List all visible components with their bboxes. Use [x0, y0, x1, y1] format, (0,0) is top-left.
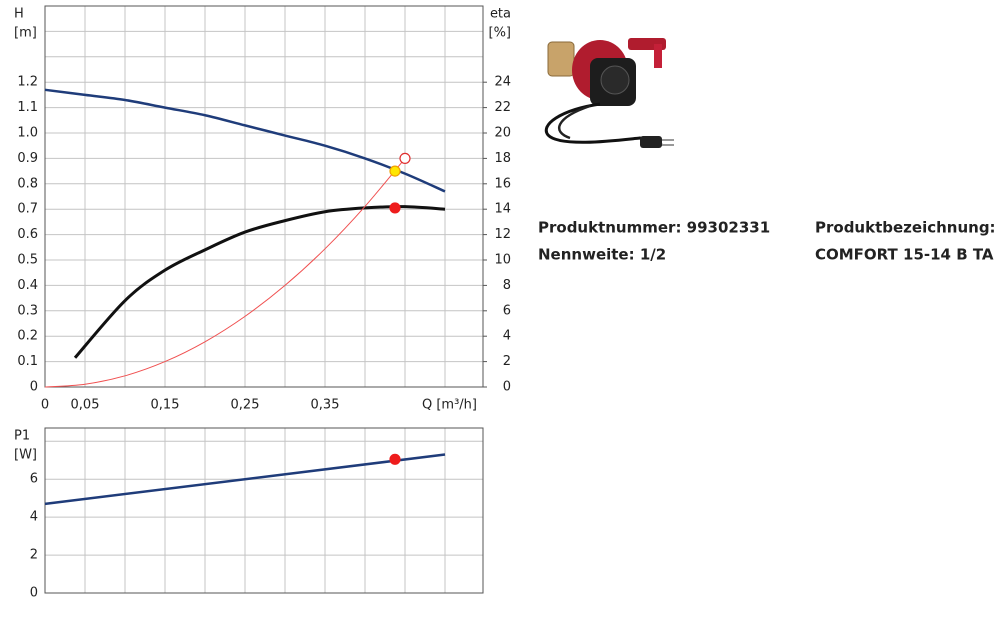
y-tick-label: 0.8	[17, 176, 38, 191]
y-tick-label: 0.7	[17, 202, 38, 217]
y-axis-unit: [m]	[14, 26, 37, 41]
y-tick-label: 1.1	[17, 100, 38, 115]
pump-image	[544, 38, 674, 148]
plot-border	[44, 427, 484, 594]
y2-tick-label: 6	[503, 303, 511, 318]
y-axis-unit: [W]	[14, 448, 37, 463]
y-tick-label: 0.6	[17, 227, 38, 242]
plot-frame	[44, 427, 484, 594]
y2-tick-label: 0	[503, 380, 511, 395]
curve	[44, 453, 446, 506]
y2-tick-label: 22	[494, 100, 511, 115]
x-tick-label: 0,15	[151, 398, 180, 413]
y-tick-label: 1.0	[17, 126, 38, 141]
y-axis-label: H	[14, 7, 24, 22]
duty-point	[389, 165, 401, 177]
product-name: COMFORT 15-14 B TA	[815, 246, 994, 264]
product-number: Produktnummer: 99302331	[538, 219, 770, 237]
product-size: Nennweite: 1/2	[538, 246, 666, 264]
y-tick-label: 0.5	[17, 253, 38, 268]
y-tick-label: 0.4	[17, 278, 38, 293]
y-tick-label: 0.9	[17, 151, 38, 166]
y2-tick-label: 24	[494, 75, 511, 90]
x-tick-label: 0	[41, 398, 49, 413]
product-name-label: Produktbezeichnung:	[815, 219, 996, 237]
y2-tick-label: 20	[494, 126, 511, 141]
duty-point	[389, 453, 401, 465]
curve	[44, 158, 406, 388]
curve	[44, 88, 446, 193]
y-tick-label: 0.1	[17, 354, 38, 369]
x-axis-label: Q [m³/h]	[422, 398, 477, 413]
y-tick-label: 2	[30, 548, 38, 563]
plot-border	[44, 5, 484, 388]
y2-axis-label: eta	[490, 7, 511, 22]
y2-tick-label: 10	[494, 253, 511, 268]
x-tick-label: 0,05	[71, 398, 100, 413]
y2-tick-label: 12	[494, 227, 511, 242]
x-tick-label: 0,35	[311, 398, 340, 413]
y2-tick-label: 8	[503, 278, 511, 293]
y-tick-label: 1.2	[17, 75, 38, 90]
duty-point	[389, 202, 401, 214]
y2-tick-label: 16	[494, 176, 511, 191]
y2-tick-label: 14	[494, 202, 511, 217]
x-tick-label: 0,25	[231, 398, 260, 413]
y-tick-label: 0.3	[17, 303, 38, 318]
y-tick-label: 0.2	[17, 329, 38, 344]
y2-axis-unit: [%]	[489, 26, 512, 41]
y-tick-label: 6	[30, 472, 38, 487]
duty-point	[399, 152, 411, 164]
y2-tick-label: 4	[503, 329, 511, 344]
y2-tick-label: 2	[503, 354, 511, 369]
y-axis-label: P1	[14, 429, 30, 444]
plot-frame	[44, 5, 484, 388]
y2-tick-label: 18	[494, 151, 511, 166]
curve	[73, 205, 446, 359]
y-tick-label: 4	[30, 510, 38, 525]
y-tick-label: 0	[30, 586, 38, 601]
y-tick-label: 0	[30, 380, 38, 395]
